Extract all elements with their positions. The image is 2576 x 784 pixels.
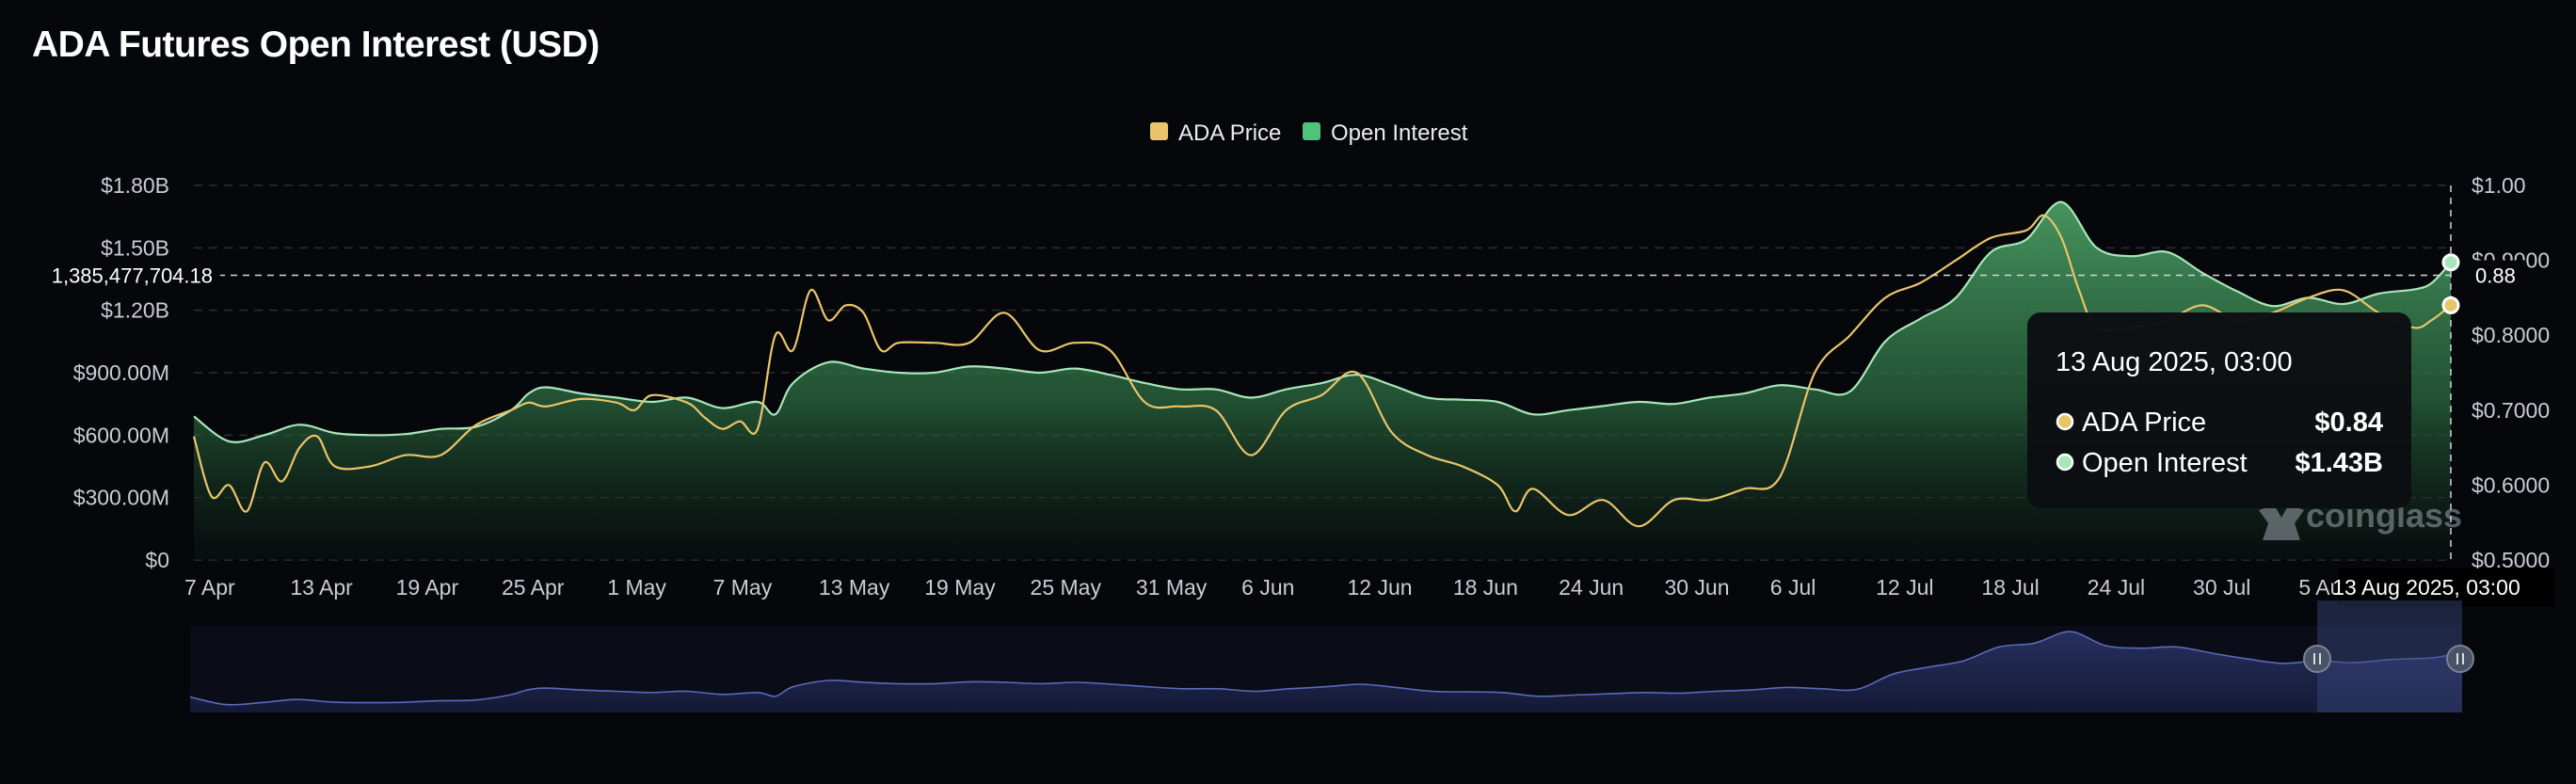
x-axis: 7 Apr 13 Apr 19 Apr 25 Apr 1 May 7 May 13 May 1… xyxy=(184,575,2354,600)
chart-title: ADA Futures Open Interest (USD) xyxy=(32,24,600,65)
legend-item-price[interactable]: ADA Price xyxy=(1150,120,1281,146)
tooltip-title: 13 Aug 2025, 03:00 xyxy=(2056,347,2293,377)
crosshair-right-label: 0.88 xyxy=(2475,264,2516,288)
x-tick-label: 12 Jun xyxy=(1348,575,1413,600)
x-tick-label: 12 Jul xyxy=(1876,575,1933,600)
legend-item-oi[interactable]: Open Interest xyxy=(1303,120,1468,146)
tooltip-price-dot xyxy=(2056,412,2074,431)
left-tick-label: $0 xyxy=(145,548,169,572)
right-tick-label: $0.7000 xyxy=(2472,398,2550,423)
x-tick-label: 1 May xyxy=(607,575,666,600)
x-tick-label: 19 May xyxy=(924,575,996,600)
left-axis: $0 $300.00M $600.00M $900.00M $1.20B $1.50B $1… xyxy=(73,173,169,572)
right-tick-label: $1.00 xyxy=(2472,173,2526,198)
x-tick-label: 7 May xyxy=(713,575,773,600)
x-tick-label: 6 Jun xyxy=(1241,575,1294,600)
x-tick-label: 25 Apr xyxy=(502,575,565,600)
left-tick-label: $300.00M xyxy=(73,486,169,510)
tooltip: 13 Aug 2025, 03:00 ADA Price $0.84 Open … xyxy=(2027,312,2411,508)
x-tick-label: 18 Jun xyxy=(1453,575,1518,600)
open-interest-marker xyxy=(2441,253,2460,272)
x-tick-label: 18 Jul xyxy=(1981,575,2039,600)
tooltip-oi-value: $1.43B xyxy=(2295,448,2383,478)
x-tick-label: 24 Jul xyxy=(2088,575,2145,600)
x-tick-label: 13 Apr xyxy=(290,575,353,600)
right-axis: $0.5000$0.6000$0.7000$0.8000$0.9000$1.00 xyxy=(2472,173,2550,572)
left-tick-label: $1.50B xyxy=(101,235,169,260)
open-interest-area xyxy=(194,201,2451,560)
crosshair-x-label: 13 Aug 2025, 03:00 xyxy=(2332,575,2520,600)
x-tick-label: 31 May xyxy=(1136,575,1208,600)
x-tick-label: 19 Apr xyxy=(396,575,459,600)
crosshair-left-label: 1,385,477,704.18 xyxy=(52,264,213,288)
right-tick-label: $0.5000 xyxy=(2472,548,2550,572)
navigator-handle-left[interactable] xyxy=(2303,645,2331,673)
tooltip-oi-dot xyxy=(2056,453,2074,472)
legend-label-oi: Open Interest xyxy=(1331,120,1468,146)
x-tick-label: 30 Jun xyxy=(1664,575,1729,600)
navigator-selection[interactable] xyxy=(2317,600,2462,712)
right-tick-label: $0.6000 xyxy=(2472,472,2550,497)
x-tick-label: 30 Jul xyxy=(2193,575,2250,600)
x-tick-label: 7 Apr xyxy=(184,575,235,600)
x-tick-label: 25 May xyxy=(1031,575,1102,600)
left-tick-label: $1.20B xyxy=(101,298,169,323)
legend-label-price: ADA Price xyxy=(1178,120,1281,146)
tooltip-price-value: $0.84 xyxy=(2314,408,2383,438)
legend: ADA Price Open Interest xyxy=(1150,120,1468,146)
crosshair: 1,385,477,704.18 0.88 13 Aug 2025, 03:00 xyxy=(38,185,2554,606)
ada-price-marker xyxy=(2441,296,2460,314)
left-tick-label: $600.00M xyxy=(73,423,169,447)
left-tick-label: $1.80B xyxy=(101,173,169,198)
tooltip-price-name: ADA Price xyxy=(2082,408,2206,438)
left-tick-label: $900.00M xyxy=(73,360,169,385)
navigator-line xyxy=(189,631,2463,706)
navigator-area xyxy=(190,632,2462,712)
x-tick-label: 24 Jun xyxy=(1559,575,1624,600)
x-tick-label: 6 Jul xyxy=(1770,575,1816,600)
ada-price-line[interactable] xyxy=(192,214,2452,528)
x-tick-label: 13 May xyxy=(819,575,890,600)
range-navigator[interactable] xyxy=(189,600,2474,712)
right-tick-label: $0.8000 xyxy=(2472,323,2550,347)
tooltip-oi-name: Open Interest xyxy=(2082,448,2248,478)
open-interest-line[interactable] xyxy=(193,200,2452,443)
navigator-handle-right[interactable] xyxy=(2446,645,2474,673)
coinglass-logo-icon xyxy=(2259,504,2304,540)
